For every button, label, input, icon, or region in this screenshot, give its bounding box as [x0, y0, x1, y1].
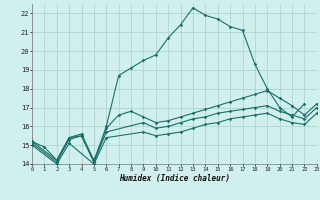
X-axis label: Humidex (Indice chaleur): Humidex (Indice chaleur) — [119, 174, 230, 183]
